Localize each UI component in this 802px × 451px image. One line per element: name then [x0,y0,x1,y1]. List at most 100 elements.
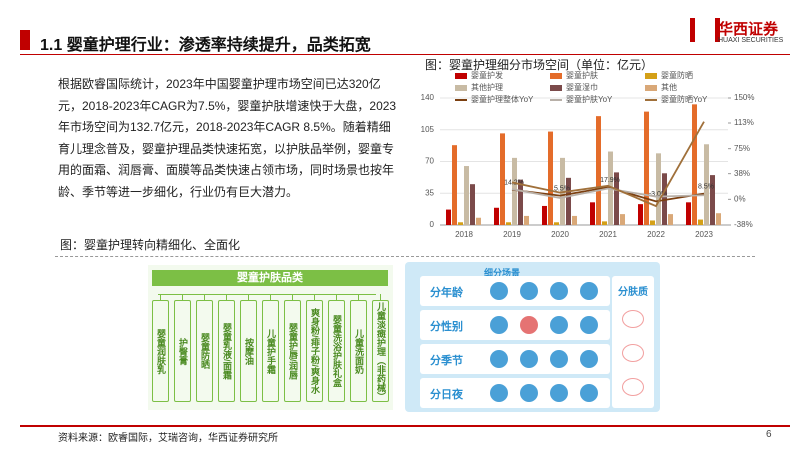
y-tick-label: 70 [425,157,434,166]
bar [590,202,595,225]
x-tick-label: 2020 [551,230,569,239]
skin-icon [622,310,644,328]
source: 资料来源：欧睿国际，艾瑞咨询，华西证券研究所 [58,433,278,444]
footer-rule [20,425,790,427]
connector [270,294,271,300]
scene-row: 分季节 [420,344,610,374]
y-tick-label: 140 [421,93,435,102]
body-text: 根据欧睿国际统计，2023年中国婴童护理市场空间已达320亿元，2018-202… [58,77,397,199]
category-item: 婴童护唇/润唇 [284,300,301,402]
y2-tick-label: 75% [734,144,750,153]
bar [458,222,463,225]
bar [614,172,619,225]
y2-tick-label: 0% [734,194,746,203]
logo-icon [690,18,720,42]
bar [686,202,691,225]
connector [158,294,376,295]
scene-label: 分季节 [430,355,463,367]
skin-icon [622,378,644,396]
connector [358,294,359,300]
category-title: 婴童护肤品类 [152,270,388,286]
scene-icon [490,282,508,300]
bar [698,219,703,225]
scene-label: 分年龄 [430,287,463,299]
bar [476,217,481,225]
scene-icon [490,350,508,368]
bar [542,205,547,225]
legend-label: 婴童护肤YoY [566,94,613,104]
legend-label: 其他 [661,82,677,92]
bar [566,177,571,225]
scene-icon [550,350,568,368]
scene-icon [490,384,508,402]
legend-swatch [550,73,562,79]
legend-swatch [455,73,467,79]
connector [182,294,183,300]
x-tick-label: 2019 [503,230,521,239]
scene-label: 分日夜 [430,389,463,401]
legend-swatch [645,85,657,91]
chart: 0 35 70 105 140 -38% 0% 38% 75% 113% 150% 2018 2019 2… [421,70,755,239]
data-label: 5.5% [554,185,570,192]
connector [336,294,337,300]
connector [204,294,205,300]
scene-row: 分性别 [420,310,610,340]
y2-tick-label: 38% [734,169,750,178]
divider [55,256,755,257]
scene-icon [550,282,568,300]
scene-icon [580,384,598,402]
bar [554,222,559,225]
bar [494,207,499,225]
bar [572,215,577,225]
bar [452,145,457,225]
category-item: 婴童润肤乳 [152,300,169,402]
scene-icon [550,316,568,334]
legend-label: 婴童防晒YoY [661,94,708,104]
scene-icon [490,316,508,334]
bar [596,116,601,225]
scene-icon [550,384,568,402]
bar [506,222,511,225]
scene-label: 分性别 [430,321,463,333]
connector [380,294,381,300]
bar [710,175,715,225]
page-number: 6 [766,429,772,440]
bar [446,209,451,225]
logo-en: HUAXI SECURITIES [718,37,784,44]
scene-row: 分年龄 [420,276,610,306]
legend-swatch [550,85,562,91]
line [511,187,705,199]
x-tick-label: 2022 [647,230,665,239]
category-item: 护臀膏 [174,300,191,402]
data-label: -3.0% [649,191,667,198]
y-tick-label: 35 [425,188,434,197]
bar [644,111,649,225]
category-item: 婴童防晒 [196,300,213,402]
x-tick-label: 2018 [455,230,473,239]
category-item: 婴童洗浴护肤礼盒 [328,300,345,402]
bar [620,214,625,225]
scene-icon [520,350,538,368]
bar [650,220,655,225]
line [511,121,705,208]
connector [160,294,161,300]
legend-label: 婴童湿巾 [566,82,598,92]
bar [716,213,721,225]
scene-icon [520,316,538,334]
bar [518,179,523,225]
y-tick-label: 0 [430,220,435,229]
legend-label: 婴童护理整体YoY [471,94,534,104]
y-tick-label: 105 [421,125,435,134]
connector [226,294,227,300]
bar [512,157,517,225]
legend-label: 其他护理 [471,82,503,92]
category-item: 婴童乳液/面霜 [218,300,235,402]
category-item: 爽身粉/痱子粉/爽身水 [306,300,323,402]
connector [314,294,315,300]
legend-label: 婴童护肤 [566,70,598,80]
category-panel [148,265,393,410]
scene-icon [580,350,598,368]
y2-tick-label: -38% [734,220,753,229]
bar [692,104,697,225]
bar [548,131,553,225]
